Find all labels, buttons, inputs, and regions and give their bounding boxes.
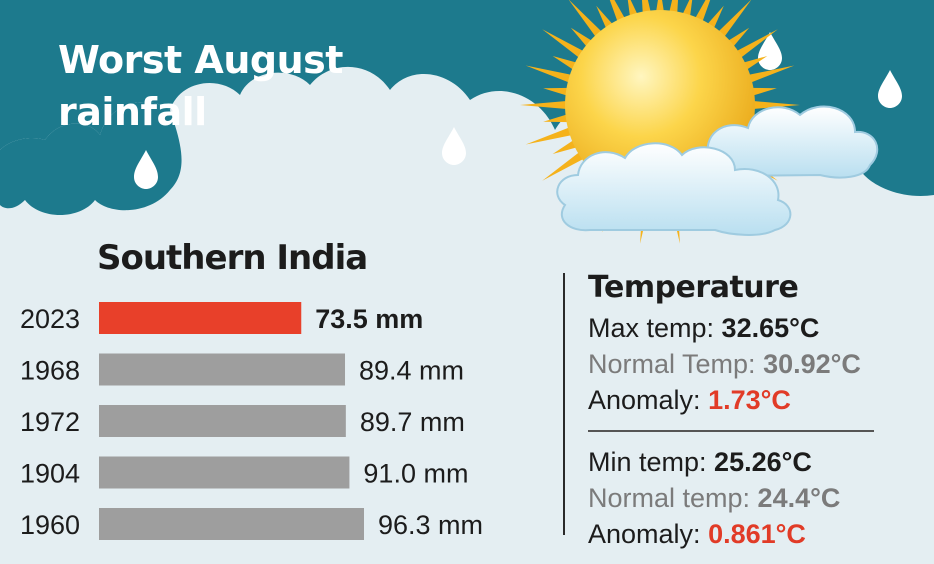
sun-ray [552, 139, 579, 155]
value-label: 73.5 mm [315, 304, 423, 334]
sun-ray [751, 100, 800, 110]
max-temp-label: Max temp: [588, 313, 722, 343]
max-temp-row: Max temp: 32.65°C [588, 310, 928, 346]
min-temp-value: 25.26°C [714, 447, 812, 477]
value-label: 91.0 mm [363, 459, 468, 489]
min-anomaly-row: Anomaly: 0.861°C [588, 516, 928, 552]
value-label: 89.7 mm [360, 407, 465, 437]
max-normal-label: Normal Temp: [588, 349, 764, 379]
sun-ray [570, 27, 594, 48]
horizontal-divider [588, 430, 874, 432]
min-normal-value: 24.4°C [757, 483, 841, 513]
max-normal-value: 30.92°C [763, 349, 861, 379]
min-anomaly-value: 0.861°C [708, 519, 806, 549]
raindrop-icon [134, 150, 158, 189]
temperature-heading: Temperature [588, 270, 799, 305]
chart-title: Southern India [97, 238, 368, 278]
category-label: 1904 [20, 459, 80, 489]
banner-cloud-lower [0, 102, 182, 215]
raindrop-icons [134, 32, 902, 189]
bar [99, 302, 302, 334]
bar [99, 405, 346, 437]
sun-with-clouds-icon [520, 0, 879, 244]
bar [99, 456, 350, 489]
sun-ray [525, 126, 573, 145]
page-title: Worst August rainfall [58, 38, 343, 134]
bar [99, 353, 346, 386]
max-anomaly-row: Anomaly: 1.73°C [588, 382, 928, 418]
sun-ray [706, 5, 724, 30]
raindrop-icon [758, 32, 782, 70]
sun-ray [735, 29, 778, 59]
sun-ray [543, 87, 570, 97]
value-label: 89.4 mm [359, 356, 464, 386]
min-normal-label: Normal temp: [588, 483, 758, 513]
min-temp-row: Min temp: 25.26°C [588, 444, 928, 480]
min-anomaly-label: Anomaly: [588, 519, 709, 549]
max-temp-value: 32.65°C [721, 313, 820, 343]
sun-ray [741, 55, 768, 71]
sun-ray [726, 27, 750, 48]
max-normal-row: Normal Temp: 30.92°C [588, 346, 928, 382]
sun-ray [552, 55, 579, 71]
sun-ray [596, 5, 614, 30]
sun-ray [542, 29, 585, 59]
rainfall-bar-chart: 2023 73.5 mm 1968 89.4 mm 1972 89.7 mm 1904 91.… [20, 302, 483, 540]
bar [99, 508, 364, 540]
min-normal-row: Normal temp: 24.4°C [588, 480, 928, 516]
max-anomaly-label: Anomaly: [588, 385, 709, 415]
sun-ray [568, 0, 603, 39]
sun-ray [520, 100, 569, 110]
sun-ray [542, 151, 585, 181]
raindrop-icon [442, 127, 466, 165]
sun-ray [717, 0, 752, 39]
value-label: 96.3 mm [378, 510, 483, 540]
category-label: 1972 [20, 407, 80, 437]
raindrop-icon [878, 70, 902, 108]
sun-ray [609, 0, 626, 24]
temperature-panel: Temperature Max temp: 32.65°C Normal Tem… [588, 266, 928, 552]
sun-ray [655, 0, 665, 14]
category-label: 2023 [20, 304, 80, 334]
category-label: 1968 [20, 356, 80, 386]
min-temp-label: Min temp: [588, 447, 715, 477]
cloud-shape [556, 105, 879, 236]
vertical-divider [563, 273, 565, 535]
sun-ray [750, 87, 777, 97]
sun-ray [543, 113, 570, 123]
sun-ray [747, 65, 795, 84]
max-anomaly-value: 1.73°C [708, 385, 791, 415]
sun-ray [525, 65, 573, 84]
sun-ray [694, 0, 711, 24]
category-label: 1960 [20, 510, 80, 540]
